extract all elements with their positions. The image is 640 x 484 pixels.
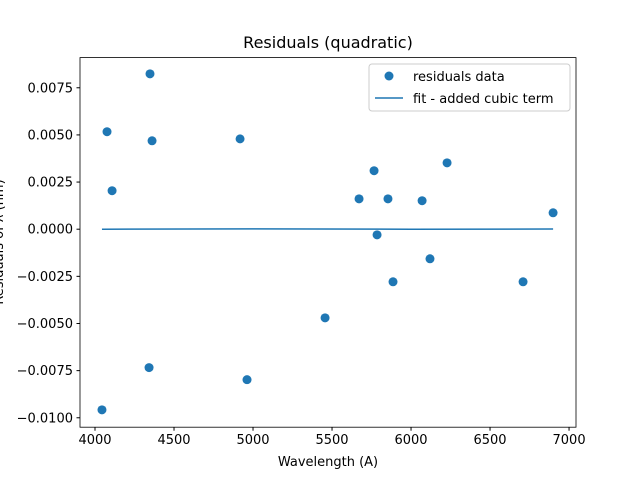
- scatter-point: [321, 313, 330, 322]
- x-tick-label: 5000: [236, 433, 269, 448]
- y-axis-label: Residuals of λ (nm): [0, 179, 7, 304]
- legend-label: residuals data: [413, 70, 505, 85]
- scatter-point: [425, 254, 434, 263]
- y-tick-label: 0.0050: [28, 128, 74, 143]
- x-axis-label: Wavelength (A): [278, 455, 378, 470]
- scatter-point: [443, 158, 452, 167]
- scatter-point: [148, 136, 157, 145]
- x-tick-label: 7000: [553, 433, 586, 448]
- scatter-point: [236, 134, 245, 143]
- x-tick-label: 5500: [315, 433, 348, 448]
- y-tick-label: −0.0100: [17, 411, 73, 426]
- y-tick-label: −0.0050: [17, 317, 73, 332]
- scatter-point: [97, 405, 106, 414]
- scatter-point: [418, 196, 427, 205]
- legend-marker: [385, 72, 394, 81]
- x-tick-label: 6000: [394, 433, 427, 448]
- y-tick-label: 0.0075: [28, 81, 74, 96]
- scatter-point: [383, 194, 392, 203]
- scatter-point: [373, 230, 382, 239]
- legend-label: fit - added cubic term: [413, 92, 554, 107]
- scatter-point: [145, 363, 154, 372]
- scatter-point: [355, 194, 364, 203]
- y-tick-label: 0.0000: [28, 223, 74, 238]
- scatter-point: [108, 186, 117, 195]
- scatter-point: [389, 277, 398, 286]
- scatter-point: [103, 127, 112, 136]
- scatter-point: [145, 69, 154, 78]
- y-tick-label: −0.0025: [17, 270, 73, 285]
- scatter-point: [549, 208, 558, 217]
- scatter-point: [370, 166, 379, 175]
- scatter-point: [519, 277, 528, 286]
- x-tick-label: 4500: [157, 433, 190, 448]
- x-tick-label: 6500: [473, 433, 506, 448]
- y-tick-label: 0.0025: [28, 176, 74, 191]
- chart-title: Residuals (quadratic): [243, 33, 413, 52]
- y-tick-label: −0.0075: [17, 364, 73, 379]
- scatter-point: [243, 375, 252, 384]
- x-tick-label: 4000: [78, 433, 111, 448]
